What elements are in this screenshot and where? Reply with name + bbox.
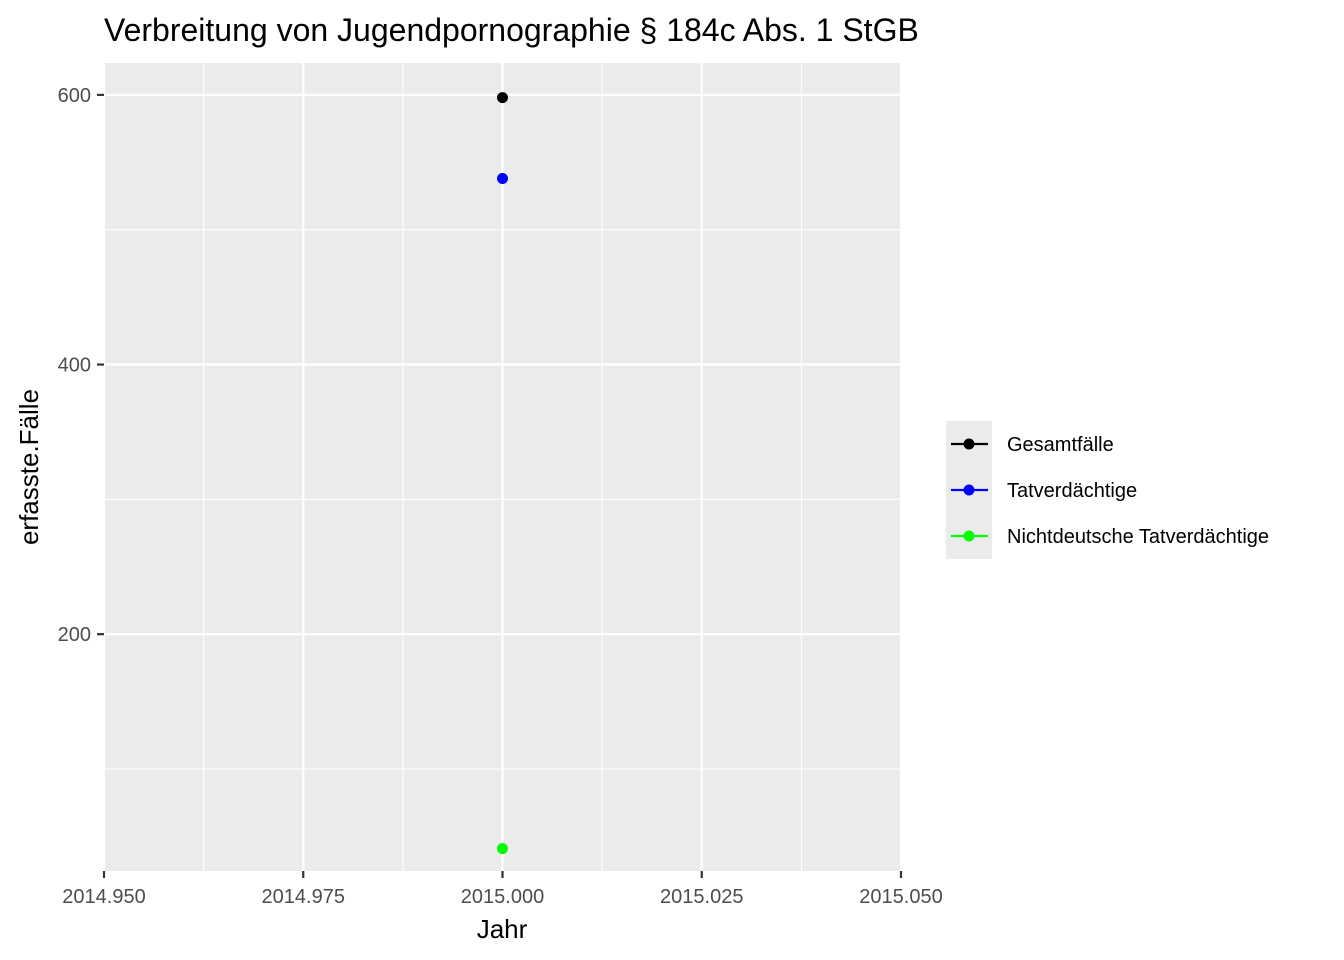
y-axis: 200 400 600 [58, 85, 104, 646]
x-tick-label: 2014.975 [262, 886, 345, 908]
legend: Gesamtfälle Tatverdächtige Nichtdeutsche T… [946, 421, 1269, 559]
y-tick-label: 400 [58, 355, 91, 377]
data-point [497, 172, 508, 184]
x-tick-label: 2015.050 [859, 886, 942, 908]
y-tick-label: 200 [58, 624, 91, 646]
x-axis: 2014.950 2014.975 2015.000 2015.025 2015.050 [62, 871, 943, 908]
legend-label: Gesamtfälle [1007, 434, 1114, 456]
x-tick-label: 2015.000 [461, 886, 544, 908]
legend-key-point [963, 438, 975, 450]
y-axis-title: erfasste.Fälle [14, 389, 44, 545]
legend-label: Tatverdächtige [1007, 480, 1137, 502]
legend-key-point [963, 530, 975, 542]
data-point [497, 843, 508, 855]
x-tick-label: 2014.950 [62, 886, 145, 908]
data-points [497, 92, 508, 855]
chart-title: Verbreitung von Jugendpornographie § 184… [104, 12, 919, 48]
x-tick-label: 2015.025 [660, 886, 743, 908]
data-point [497, 92, 508, 104]
x-axis-title: Jahr [477, 914, 528, 944]
legend-key-point [963, 484, 975, 496]
y-tick-label: 600 [58, 85, 91, 107]
legend-label: Nichtdeutsche Tatverdächtige [1007, 526, 1269, 548]
